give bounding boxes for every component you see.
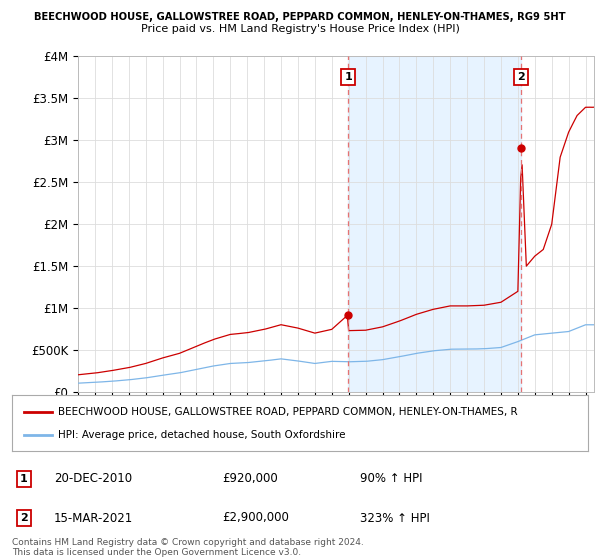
Text: 90% ↑ HPI: 90% ↑ HPI <box>360 472 422 486</box>
Text: Contains HM Land Registry data © Crown copyright and database right 2024.
This d: Contains HM Land Registry data © Crown c… <box>12 538 364 557</box>
Text: BEECHWOOD HOUSE, GALLOWSTREE ROAD, PEPPARD COMMON, HENLEY-ON-THAMES, RG9 5HT: BEECHWOOD HOUSE, GALLOWSTREE ROAD, PEPPA… <box>34 12 566 22</box>
Text: 323% ↑ HPI: 323% ↑ HPI <box>360 511 430 525</box>
Text: 20-DEC-2010: 20-DEC-2010 <box>54 472 132 486</box>
Text: Price paid vs. HM Land Registry's House Price Index (HPI): Price paid vs. HM Land Registry's House … <box>140 24 460 34</box>
Text: 2: 2 <box>20 513 28 523</box>
Text: BEECHWOOD HOUSE, GALLOWSTREE ROAD, PEPPARD COMMON, HENLEY-ON-THAMES, R: BEECHWOOD HOUSE, GALLOWSTREE ROAD, PEPPA… <box>58 407 518 417</box>
Text: 2: 2 <box>518 72 525 82</box>
Text: 15-MAR-2021: 15-MAR-2021 <box>54 511 133 525</box>
Text: £920,000: £920,000 <box>222 472 278 486</box>
Text: 1: 1 <box>20 474 28 484</box>
Text: HPI: Average price, detached house, South Oxfordshire: HPI: Average price, detached house, Sout… <box>58 430 346 440</box>
Text: £2,900,000: £2,900,000 <box>222 511 289 525</box>
Bar <box>348 56 521 392</box>
Text: 1: 1 <box>344 72 352 82</box>
